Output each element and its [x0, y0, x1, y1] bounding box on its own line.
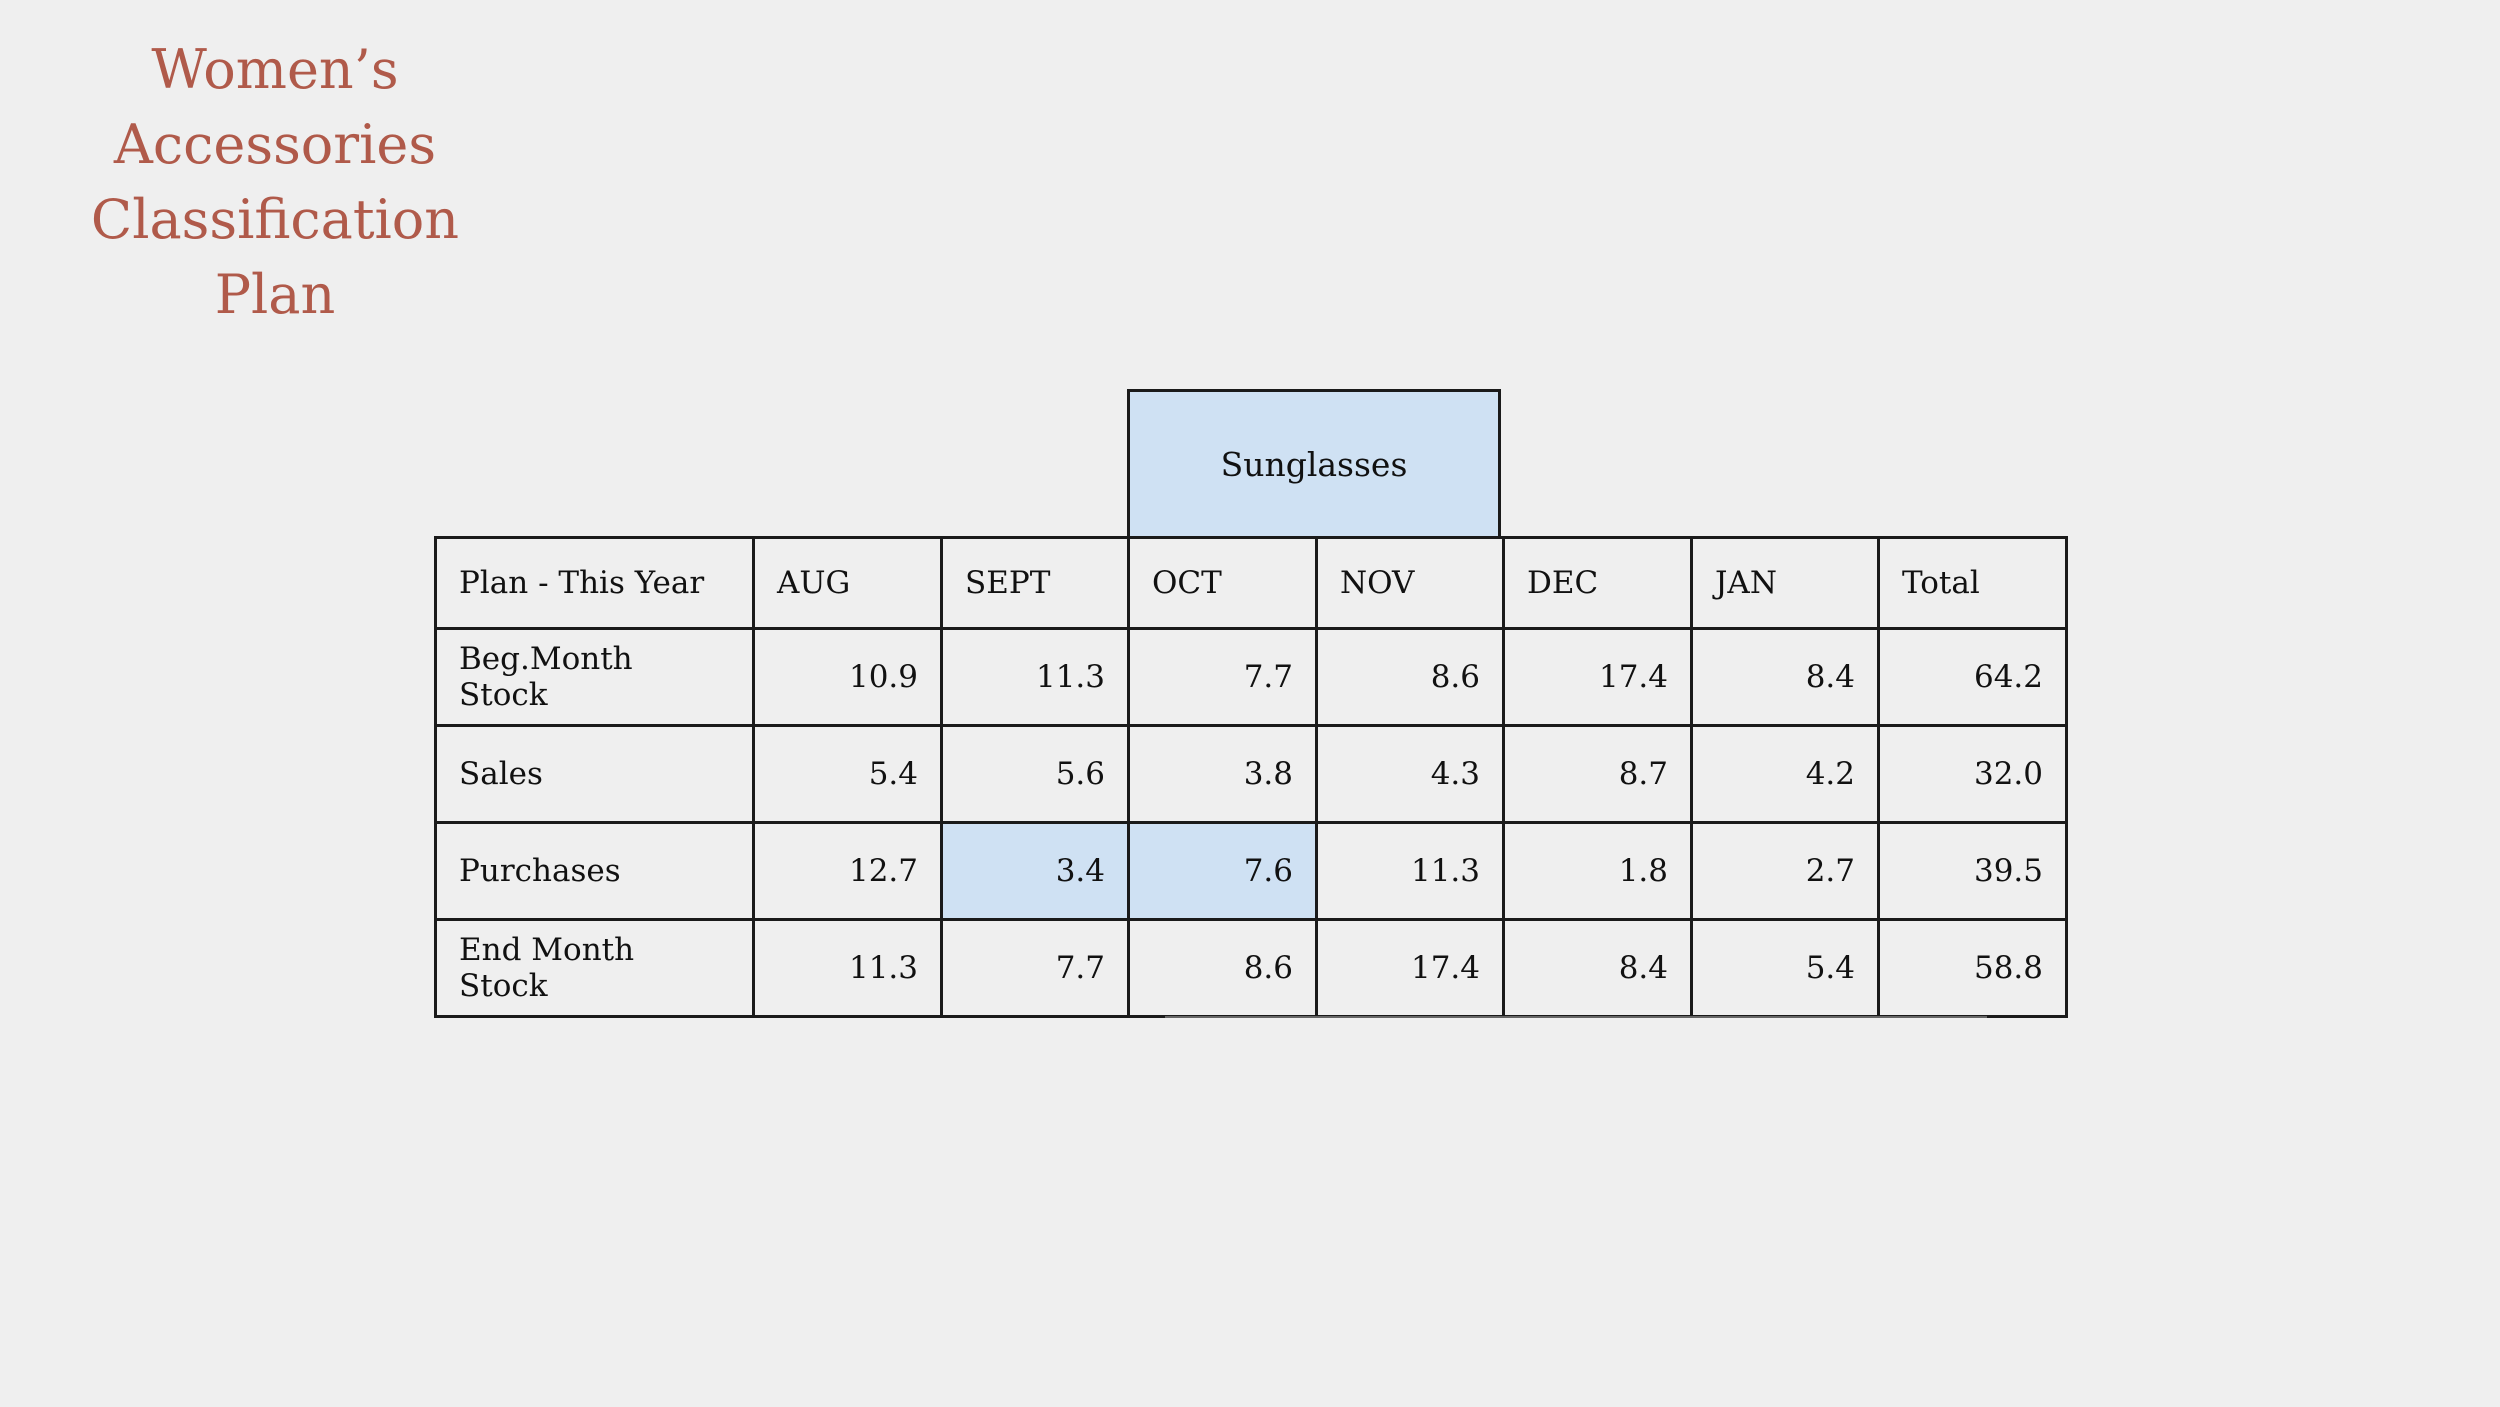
- row-label: Sales: [434, 724, 755, 824]
- row-label: Purchases: [434, 821, 755, 921]
- category-label: Sunglasses: [1220, 445, 1408, 484]
- table-cell: 7.7: [1127, 627, 1318, 727]
- table-cell: 64.2: [1877, 627, 2068, 727]
- table-cell: 4.2: [1690, 724, 1880, 824]
- table-cell: 32.0: [1877, 724, 2068, 824]
- table-cell: 1.8: [1502, 821, 1693, 921]
- table-cell: 11.3: [1315, 821, 1505, 921]
- table-cell: 3.8: [1127, 724, 1318, 824]
- table-cell-highlighted: 3.4: [940, 821, 1130, 921]
- table-cell: 17.4: [1315, 918, 1505, 1018]
- table-cell: 5.4: [752, 724, 943, 824]
- header-plan: Plan - This Year: [434, 536, 755, 630]
- row-label: End Month Stock: [434, 918, 755, 1018]
- category-header: Sunglasses: [1127, 389, 1501, 537]
- table-cell: 17.4: [1502, 627, 1693, 727]
- table-cell: 2.7: [1690, 821, 1880, 921]
- table-cell: 39.5: [1877, 821, 2068, 921]
- table-cell: 8.4: [1690, 627, 1880, 727]
- table-cell: 58.8: [1877, 918, 2068, 1018]
- table-cell: 11.3: [752, 918, 943, 1018]
- table-cell: 4.3: [1315, 724, 1505, 824]
- table-cell: 8.6: [1315, 627, 1505, 727]
- title-line-2: Accessories: [113, 113, 437, 176]
- header-aug: AUG: [752, 536, 943, 630]
- table-cell: 8.4: [1502, 918, 1693, 1018]
- table-cell: 10.9: [752, 627, 943, 727]
- header-dec: DEC: [1502, 536, 1693, 630]
- header-sept: SEPT: [940, 536, 1130, 630]
- header-nov: NOV: [1315, 536, 1505, 630]
- table-cell-highlighted: 7.6: [1127, 821, 1318, 921]
- table-cell: 5.6: [940, 724, 1130, 824]
- table-cell: 8.6: [1127, 918, 1318, 1018]
- table-cell: 12.7: [752, 821, 943, 921]
- table-row-sales: Sales 5.4 5.6 3.8 4.3 8.7 4.2 32.0: [434, 724, 2068, 824]
- header-oct: OCT: [1127, 536, 1318, 630]
- title-line-1: Women’s: [151, 38, 399, 101]
- table-row-end-month-stock: End Month Stock 11.3 7.7 8.6 17.4 8.4 5.…: [434, 918, 2068, 1018]
- table-row-beg-month-stock: Beg.Month Stock 10.9 11.3 7.7 8.6 17.4 8…: [434, 627, 2068, 727]
- header-jan: JAN: [1690, 536, 1880, 630]
- divider: [1165, 1016, 1987, 1018]
- table-cell: 11.3: [940, 627, 1130, 727]
- table-row-purchases: Purchases 12.7 3.4 7.6 11.3 1.8 2.7 39.5: [434, 821, 2068, 921]
- table-cell: 8.7: [1502, 724, 1693, 824]
- title-line-3: Classification Plan: [90, 188, 460, 326]
- table-header-row: Plan - This Year AUG SEPT OCT NOV DEC JA…: [434, 536, 2068, 630]
- slide-title: Women’s Accessories Classification Plan: [30, 32, 520, 332]
- header-total: Total: [1877, 536, 2068, 630]
- classification-plan-table: Plan - This Year AUG SEPT OCT NOV DEC JA…: [434, 536, 2068, 1018]
- row-label: Beg.Month Stock: [434, 627, 755, 727]
- table-cell: 5.4: [1690, 918, 1880, 1018]
- table-cell: 7.7: [940, 918, 1130, 1018]
